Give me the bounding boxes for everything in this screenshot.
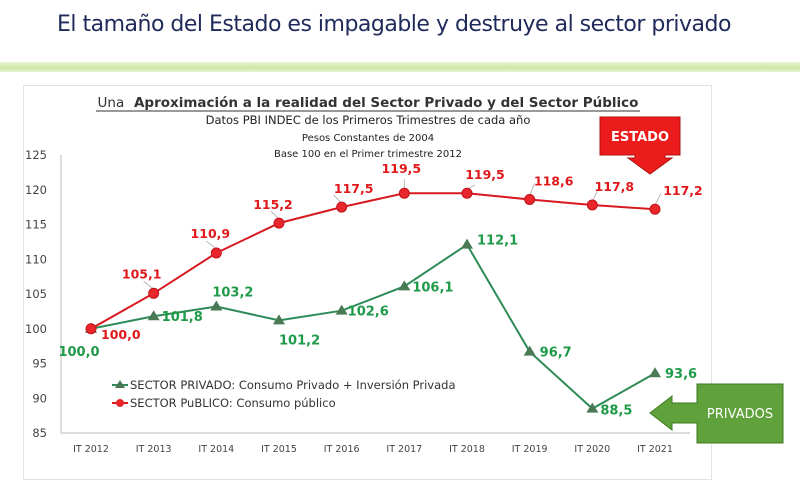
privado-data-label: 88,5 [600, 404, 632, 419]
y-tick-label: 85 [32, 426, 47, 440]
privado-data-label: 101,8 [162, 310, 203, 325]
chart-subtitle-3: Base 100 en el Primer trimestre 2012 [274, 149, 462, 160]
series-line-publico [90, 192, 656, 330]
privado-data-label: 101,2 [279, 333, 320, 348]
publico-data-label: 117,2 [663, 183, 703, 198]
y-tick-label: 100 [25, 322, 47, 336]
data-label-leader [143, 280, 154, 290]
privado-point-marker [523, 345, 536, 356]
privado-point-marker [649, 367, 661, 378]
chart-subtitle-2: Pesos Constantes de 2004 [302, 133, 434, 144]
privado-point-marker [273, 314, 285, 325]
publico-point-marker [273, 217, 285, 229]
privado-point-marker [398, 280, 411, 291]
privado-point-marker [147, 310, 160, 321]
publico-point-marker [461, 187, 473, 199]
legend-entry: SECTOR PRIVADO: Consumo Privado + Invers… [130, 378, 456, 392]
y-tick-label: 120 [25, 183, 47, 197]
x-tick-label: IT 2017 [386, 444, 422, 455]
chart-title-prefix: Una [98, 95, 125, 111]
x-tick-label: IT 2019 [512, 444, 548, 455]
x-tick-label: IT 2020 [574, 444, 610, 455]
publico-data-label: 119,5 [465, 167, 505, 182]
chart-title-main: Aproximación a la realidad del Sector Pr… [134, 95, 639, 111]
privado-data-label: 112,1 [477, 234, 518, 249]
y-tick-label: 105 [25, 287, 47, 301]
x-tick-label: IT 2013 [136, 444, 172, 455]
publico-data-label: 100,0 [101, 327, 141, 342]
publico-point-marker [148, 287, 160, 299]
estado-callout-label: ESTADO [611, 130, 669, 145]
x-tick-label: IT 2018 [449, 444, 485, 455]
legend-entry: SECTOR PuBLICO: Consumo público [130, 396, 336, 410]
y-tick-label: 95 [32, 357, 47, 371]
privado-point-marker [461, 238, 473, 249]
data-label-leader [591, 188, 599, 202]
chart-frame [23, 85, 712, 480]
x-tick-label: IT 2016 [324, 444, 360, 455]
legend-circle-icon [116, 399, 124, 407]
y-tick-label: 110 [25, 252, 47, 266]
green-divider-band [0, 62, 800, 72]
publico-point-marker [586, 199, 598, 211]
publico-data-label: 117,5 [334, 181, 374, 196]
publico-data-label: 110,9 [191, 226, 231, 241]
estado-callout-arrow [599, 116, 681, 175]
legend-triangle-icon [115, 380, 125, 388]
publico-data-label: 115,2 [253, 197, 293, 212]
privado-data-label: 102,6 [348, 305, 389, 320]
privado-point-marker [335, 304, 348, 315]
chart-title: Una Aproximación a la realidad del Secto… [98, 95, 639, 111]
x-tick-label: IT 2021 [637, 444, 673, 455]
x-tick-label: IT 2015 [261, 444, 297, 455]
publico-point-marker [398, 187, 410, 199]
publico-point-marker [524, 193, 536, 205]
publico-point-marker [336, 201, 348, 213]
privado-data-label: 96,7 [540, 346, 572, 361]
chart-subtitle-1: Datos PBI INDEC de los Primeros Trimestr… [206, 113, 531, 127]
privado-point-marker [210, 300, 223, 311]
publico-point-marker [210, 247, 222, 259]
y-tick-label: 125 [25, 148, 47, 162]
privado-data-label: 106,1 [412, 280, 453, 295]
privado-data-label: 100,0 [58, 345, 99, 360]
data-label-leader [206, 240, 217, 250]
x-tick-label: IT 2012 [73, 444, 109, 455]
y-tick-label: 115 [25, 218, 47, 232]
slide-title: El tamaño del Estado es impagable y dest… [57, 12, 731, 37]
privado-point-marker [586, 402, 599, 413]
data-label-leader [654, 192, 662, 206]
publico-data-label: 105,1 [122, 266, 162, 281]
data-label-leader [529, 183, 536, 196]
publico-data-label: 118,6 [534, 173, 574, 188]
privado-data-label: 103,2 [212, 286, 253, 301]
publico-point-marker [649, 203, 661, 215]
y-tick-label: 90 [32, 391, 47, 405]
publico-data-label: 119,5 [382, 161, 422, 176]
publico-point-marker [85, 323, 97, 335]
publico-data-label: 117,8 [595, 179, 635, 194]
privado-data-label: 93,6 [665, 367, 697, 382]
x-tick-label: IT 2014 [198, 444, 234, 455]
privados-callout-arrow [649, 383, 784, 444]
privados-callout-label: PRIVADOS [707, 407, 773, 422]
series-line-privado [90, 243, 656, 410]
